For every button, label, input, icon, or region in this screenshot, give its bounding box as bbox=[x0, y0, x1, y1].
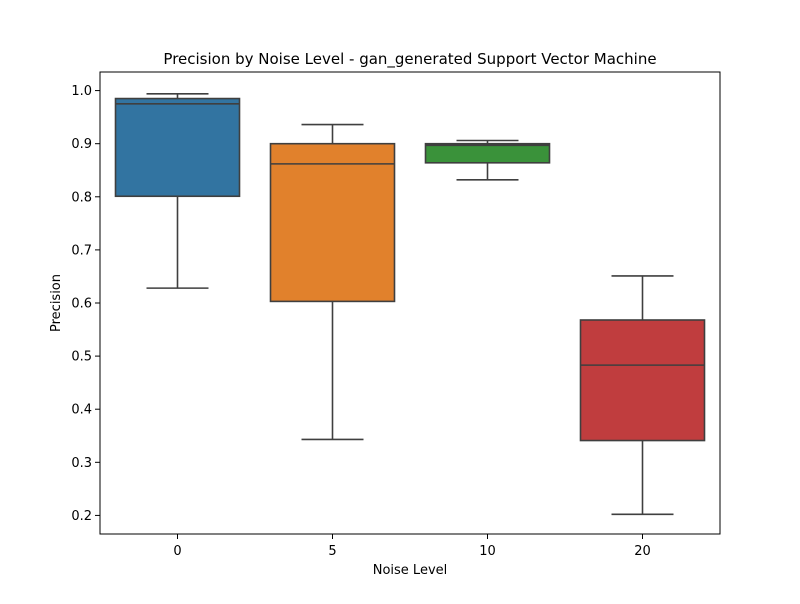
y-tick-label: 0.4 bbox=[71, 403, 92, 418]
y-tick-label: 0.7 bbox=[71, 243, 92, 258]
chart-title: Precision by Noise Level - gan_generated… bbox=[163, 50, 656, 69]
y-axis: 0.2 0.3 0.4 0.5 0.6 0.7 0.8 0.9 1.0 bbox=[71, 84, 100, 524]
plot-area bbox=[114, 92, 706, 516]
x-axis: 0 5 10 20 bbox=[173, 534, 651, 559]
box bbox=[114, 97, 241, 198]
y-tick-label: 0.3 bbox=[71, 456, 92, 471]
box-group-10 bbox=[424, 139, 551, 181]
y-tick-label: 1.0 bbox=[71, 84, 92, 99]
x-tick-label: 10 bbox=[479, 544, 496, 559]
y-tick-label: 0.6 bbox=[71, 297, 92, 312]
box-group-5 bbox=[269, 123, 396, 441]
y-tick-label: 0.8 bbox=[71, 190, 92, 205]
y-tick-label: 0.2 bbox=[71, 509, 92, 524]
y-tick-label: 0.5 bbox=[71, 350, 92, 365]
x-tick-label: 5 bbox=[328, 544, 336, 559]
box bbox=[579, 319, 706, 442]
y-axis-label: Precision bbox=[49, 274, 64, 332]
box bbox=[424, 142, 551, 164]
box-group-0 bbox=[114, 92, 241, 289]
x-tick-label: 20 bbox=[634, 544, 651, 559]
y-tick-label: 0.9 bbox=[71, 137, 92, 152]
x-tick-label: 0 bbox=[173, 544, 181, 559]
plot-frame bbox=[99, 71, 721, 535]
x-axis-label: Noise Level bbox=[373, 563, 448, 578]
box bbox=[269, 142, 396, 303]
box-group-20 bbox=[579, 275, 706, 516]
